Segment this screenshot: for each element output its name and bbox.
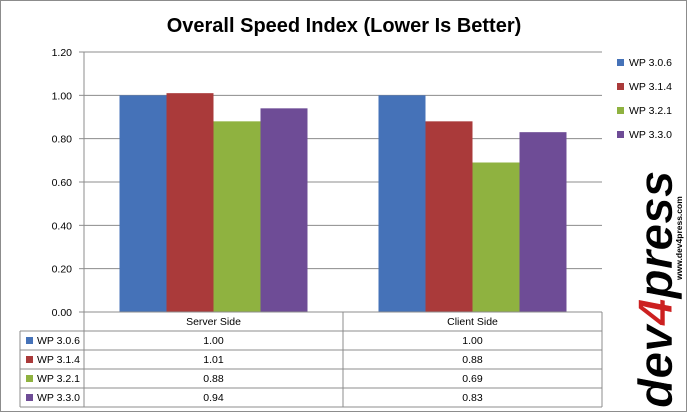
logo-part-press: press bbox=[630, 170, 683, 300]
table-cell-value: 1.00 bbox=[462, 335, 483, 347]
logo-part-dev: dev bbox=[630, 323, 683, 408]
chart-title: Overall Speed Index (Lower Is Better) bbox=[167, 15, 522, 37]
table-series-name: WP 3.1.4 bbox=[37, 354, 80, 366]
table-cell-value: 0.94 bbox=[203, 392, 224, 404]
bar bbox=[260, 108, 308, 312]
legend-swatch bbox=[617, 59, 624, 66]
legend-swatch bbox=[617, 83, 624, 90]
legend-swatch bbox=[617, 131, 624, 138]
table-series-name: WP 3.3.0 bbox=[37, 392, 80, 404]
y-tick-label: 0.00 bbox=[52, 307, 73, 319]
legend-swatch bbox=[617, 107, 624, 114]
y-tick-label: 0.80 bbox=[52, 134, 73, 146]
bar bbox=[119, 95, 167, 312]
table-series-swatch bbox=[26, 375, 33, 382]
bar bbox=[425, 121, 473, 312]
table-series-swatch bbox=[26, 356, 33, 363]
y-tick-label: 0.20 bbox=[52, 264, 73, 276]
dev4press-logo: dev4press www.dev4press.com bbox=[630, 170, 684, 408]
table-cell-value: 0.69 bbox=[462, 373, 483, 385]
legend-label: WP 3.1.4 bbox=[629, 81, 672, 93]
bar bbox=[166, 93, 214, 313]
table-cell-value: 1.00 bbox=[203, 335, 224, 347]
legend-label: WP 3.3.0 bbox=[629, 129, 672, 141]
legend-label: WP 3.2.1 bbox=[629, 105, 672, 117]
table-cell-value: 1.01 bbox=[203, 354, 224, 366]
category-label: Server Side bbox=[186, 316, 241, 328]
bar bbox=[213, 121, 261, 312]
table-series-swatch bbox=[26, 337, 33, 344]
table-series-name: WP 3.2.1 bbox=[37, 373, 80, 385]
table-cell-value: 0.88 bbox=[462, 354, 483, 366]
table-series-swatch bbox=[26, 394, 33, 401]
category-label: Client Side bbox=[447, 316, 498, 328]
y-tick-label: 0.40 bbox=[52, 220, 73, 232]
table-series-name: WP 3.0.6 bbox=[37, 335, 80, 347]
y-tick-label: 0.60 bbox=[52, 177, 73, 189]
logo-wordmark: dev4press bbox=[630, 170, 683, 408]
y-tick-label: 1.00 bbox=[52, 90, 73, 102]
logo-url: www.dev4press.com bbox=[674, 196, 684, 281]
bar bbox=[519, 132, 567, 312]
logo-part-4: 4 bbox=[630, 299, 683, 327]
bar bbox=[472, 162, 520, 312]
table-cell-value: 0.88 bbox=[203, 373, 224, 385]
legend-label: WP 3.0.6 bbox=[629, 57, 672, 69]
table-cell-value: 0.83 bbox=[462, 392, 483, 404]
y-tick-label: 1.20 bbox=[52, 47, 73, 59]
bar bbox=[378, 95, 426, 312]
